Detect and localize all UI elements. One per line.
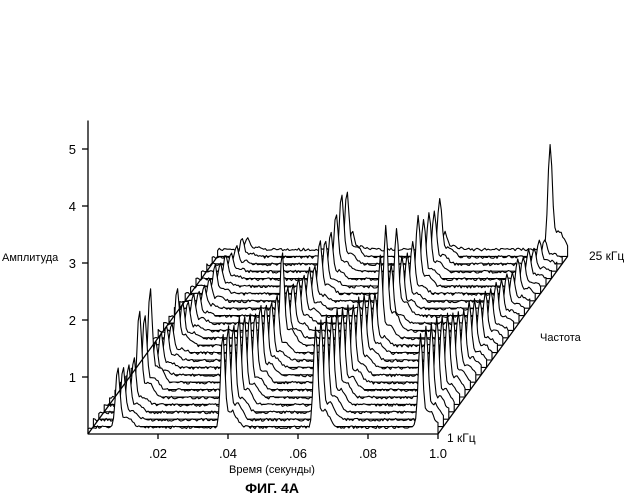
amplitude-tick-label: 1 [69,370,76,385]
time-tick-label: 1.0 [429,446,447,461]
depth-guide-line [88,28,218,206]
amplitude-axis-title: Амплитуда [2,252,59,264]
frequency-traces [88,145,568,435]
amplitude-tick-label: 3 [69,256,76,271]
amplitude-tick-labels: 1 2 3 4 5 [69,142,76,385]
frequency-label-first: 1 кГц [447,431,476,445]
figure-caption: ФИГ. 4А [245,480,299,496]
time-axis-title: Время (секунды) [229,464,315,476]
amplitude-tick-label: 5 [69,142,76,157]
time-tick-label: .08 [359,446,377,461]
time-tick-label: .06 [289,446,307,461]
depth-guide-line [88,85,218,263]
time-tick-label: .04 [219,446,237,461]
amplitude-tick-label: 4 [69,199,76,214]
depth-guide-line [88,0,218,149]
frequency-axis-title: Частота [540,332,582,344]
frequency-trace [218,145,568,257]
frequency-label-last: 25 кГц [589,249,624,263]
time-tick-label: .02 [149,446,167,461]
amplitude-tick-label: 2 [69,313,76,328]
time-tick-labels: .02 .04 .06 .08 1.0 [149,446,447,461]
